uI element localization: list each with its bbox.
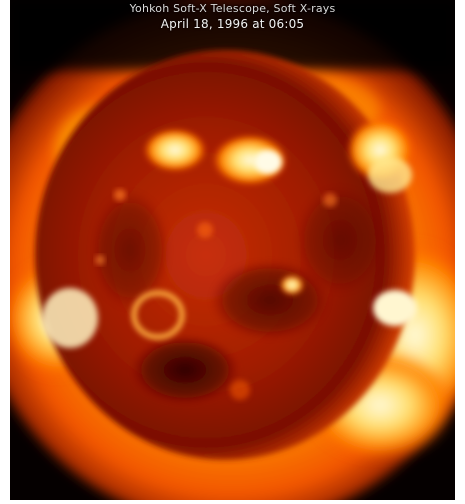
active-region xyxy=(373,290,417,326)
caption-date: April 18, 1996 at 06:05 xyxy=(160,17,305,31)
caption-instrument: Yohkoh Soft-X Telescope, Soft X-rays xyxy=(129,2,336,15)
bright-point xyxy=(280,275,304,295)
loop-arc xyxy=(131,290,185,340)
sun-illustration xyxy=(10,0,455,500)
coronal-hole xyxy=(130,335,240,405)
solar-xray-image: Yohkoh Soft-X Telescope, Soft X-rays Apr… xyxy=(10,0,455,500)
solar-disk xyxy=(35,50,415,460)
active-region xyxy=(143,128,207,172)
